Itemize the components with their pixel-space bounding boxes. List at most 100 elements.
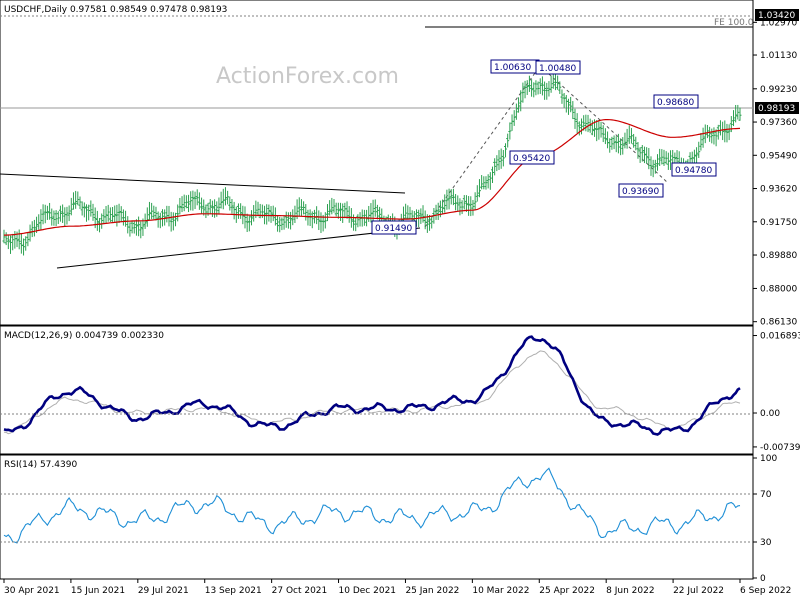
- price-tick-label: 0.99230: [760, 85, 797, 95]
- ohlc-bar: [252, 205, 256, 222]
- high-price-tag: 1.03420: [755, 9, 799, 21]
- ohlc-bar: [276, 215, 280, 232]
- ohlc-bar: [210, 200, 214, 217]
- ohlc-bar: [480, 175, 484, 190]
- ohlc-bar: [736, 104, 740, 120]
- ohlc-bar: [556, 75, 560, 90]
- ohlc-bar: [356, 214, 360, 228]
- ohlc-bar: [221, 188, 225, 210]
- ohlc-bar: [619, 138, 623, 156]
- ohlc-bar: [577, 121, 581, 136]
- ohlc-bar: [280, 217, 284, 231]
- ohlc-bar: [469, 196, 473, 217]
- ohlc-bar: [658, 148, 662, 166]
- ohlc-bar: [697, 141, 701, 159]
- ohlc-bar: [58, 205, 62, 222]
- ohlc-bar: [495, 155, 499, 172]
- ohlc-bar: [571, 101, 575, 120]
- annotation-tag: 0.93690: [618, 183, 664, 198]
- ohlc-bar: [106, 204, 110, 222]
- ohlc-bar: [512, 110, 516, 126]
- ohlc-bar: [517, 97, 521, 113]
- x-axis: 30 Apr 2021 15 Jun 2021 29 Jul 2021 13 Sep …: [3, 579, 791, 596]
- ohlc-bar: [564, 95, 568, 113]
- ohlc-bar: [91, 203, 95, 221]
- macd-tick-label: -0.007393: [760, 443, 800, 453]
- ohlc-bar: [493, 158, 497, 176]
- ohlc-bar: [460, 200, 464, 215]
- ohlc-bar: [24, 236, 28, 251]
- ohlc-bar: [731, 110, 735, 127]
- ohlc-bar: [629, 128, 633, 144]
- ohlc-bar: [219, 191, 223, 209]
- ohlc-bar: [447, 188, 451, 210]
- ohlc-bar: [510, 114, 514, 131]
- ohlc-bar: [65, 206, 69, 225]
- ohlc-bar: [734, 104, 738, 123]
- ohlc-bar: [71, 192, 75, 210]
- ohlc-bar: [310, 211, 314, 229]
- ohlc-bar: [456, 195, 460, 212]
- ohlc-bar: [334, 202, 338, 217]
- ohlc-bar: [454, 194, 458, 211]
- annotation-tag: 1.00630: [490, 59, 540, 74]
- ohlc-bar: [232, 201, 236, 220]
- ohlc-bar: [250, 210, 254, 226]
- ohlc-bar: [197, 192, 201, 210]
- ohlc-bar: [78, 196, 82, 210]
- ohlc-bar: [247, 215, 251, 232]
- ohlc-bar: [328, 200, 332, 216]
- ohlc-bar: [302, 201, 306, 215]
- ohlc-bar: [325, 204, 329, 222]
- ohlc-bar: [616, 133, 620, 154]
- ohlc-bar: [506, 133, 510, 148]
- svg-text:0.91490: 0.91490: [375, 224, 412, 234]
- ohlc-bar: [128, 222, 132, 237]
- ohlc-bar: [601, 125, 605, 143]
- ohlc-bar: [434, 204, 438, 220]
- ohlc-bar: [445, 189, 449, 210]
- ohlc-bar: [647, 147, 651, 170]
- price-panel-frame: [0, 0, 754, 326]
- ohlc-bar: [56, 211, 60, 225]
- rsi-tick-label: 70: [760, 490, 772, 500]
- ohlc-bars: [2, 71, 742, 256]
- annotation-tag: 1.00480: [535, 60, 581, 75]
- ohlc-bar: [336, 202, 340, 219]
- ohlc-bar: [428, 214, 432, 231]
- ohlc-bar: [195, 189, 199, 206]
- ohlc-bar: [662, 149, 666, 166]
- ohlc-bar: [347, 206, 351, 223]
- ohlc-bar: [549, 75, 553, 93]
- ohlc-bar: [245, 213, 249, 232]
- ohlc-bar: [599, 121, 603, 138]
- ohlc-bar: [258, 203, 262, 219]
- ohlc-bar: [710, 128, 714, 144]
- ohlc-bar: [575, 113, 579, 134]
- ohlc-bar: [580, 118, 584, 135]
- rsi-axis: 100 70 30 0: [753, 454, 777, 584]
- ohlc-bar: [208, 199, 212, 215]
- ohlc-bar: [501, 150, 505, 167]
- ohlc-bar: [82, 202, 86, 218]
- ohlc-bar: [256, 201, 260, 217]
- ohlc-bar: [22, 238, 26, 256]
- ohlc-bar: [108, 207, 112, 222]
- ohlc-bar: [612, 135, 616, 150]
- ohlc-bar: [534, 80, 538, 96]
- ohlc-bar: [701, 127, 705, 148]
- ohlc-bar: [284, 211, 288, 228]
- ohlc-bar: [74, 190, 78, 209]
- ohlc-bar: [178, 197, 182, 215]
- watermark: ActionForex.com: [216, 64, 399, 89]
- ohlc-bar: [158, 212, 162, 229]
- ohlc-bar: [519, 90, 523, 112]
- ohlc-bar: [488, 172, 492, 190]
- ohlc-bar: [369, 203, 373, 223]
- ohlc-bar: [319, 212, 323, 234]
- svg-text:1.00480: 1.00480: [539, 64, 576, 74]
- ohlc-bar: [406, 205, 410, 220]
- ohlc-bar: [61, 204, 65, 223]
- ohlc-bar: [354, 217, 358, 232]
